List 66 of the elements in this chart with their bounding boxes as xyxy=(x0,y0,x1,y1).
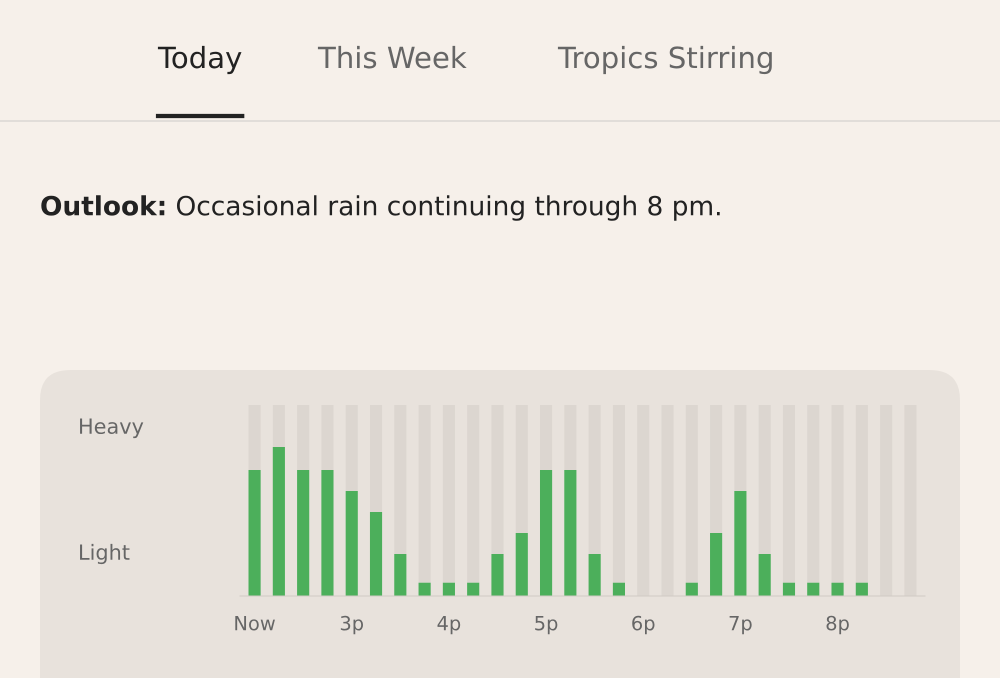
bar xyxy=(734,490,746,596)
bar xyxy=(418,582,431,596)
bar xyxy=(661,405,674,596)
bar xyxy=(540,405,552,470)
x-tick-label: 6p xyxy=(632,616,655,634)
text: Tropics Stirring xyxy=(558,46,772,74)
bar xyxy=(807,582,820,596)
bar xyxy=(346,405,358,491)
chart-subtitle: Occasional rain continuing through 8 pm. xyxy=(176,195,720,221)
bar xyxy=(564,470,576,596)
bar xyxy=(831,582,844,596)
bar xyxy=(272,405,285,448)
bar xyxy=(637,405,650,596)
x-tick-label: 3p xyxy=(340,616,364,634)
bar xyxy=(782,582,796,596)
bar xyxy=(394,405,406,554)
bar xyxy=(491,554,504,596)
bar xyxy=(297,405,310,470)
bar xyxy=(442,582,455,596)
x-tick-label: 7p xyxy=(730,616,752,634)
text: This Week xyxy=(318,46,467,68)
bar xyxy=(856,582,868,596)
bar xyxy=(734,405,746,491)
bar xyxy=(758,554,771,596)
bar xyxy=(856,405,868,583)
bar xyxy=(904,405,916,596)
text: Heavy xyxy=(80,418,144,438)
bar xyxy=(248,405,261,470)
bar xyxy=(394,554,406,596)
x-tick-label: 8p xyxy=(826,616,849,634)
bar xyxy=(758,405,771,554)
bar xyxy=(540,470,552,596)
text: Today xyxy=(158,46,242,74)
text: Light xyxy=(80,544,130,564)
bar xyxy=(248,470,261,596)
bar xyxy=(782,405,796,583)
bar xyxy=(467,405,480,583)
bar xyxy=(686,405,698,583)
bar xyxy=(321,470,334,596)
bar xyxy=(321,405,334,470)
bar xyxy=(491,405,504,554)
bar xyxy=(370,405,382,512)
bar xyxy=(370,512,382,596)
bar xyxy=(831,405,844,583)
x-tick-label: 5p xyxy=(535,616,558,634)
bar xyxy=(442,405,455,583)
x-tick-label: 4p xyxy=(437,616,460,634)
bar xyxy=(418,405,431,583)
bar xyxy=(710,405,722,533)
bar xyxy=(516,405,528,533)
bar xyxy=(297,470,310,596)
bar xyxy=(686,582,698,596)
bar xyxy=(272,447,285,596)
bar xyxy=(880,405,892,596)
bar xyxy=(612,582,626,596)
bar xyxy=(467,582,480,596)
bar xyxy=(612,405,626,583)
bar xyxy=(588,554,601,596)
bar xyxy=(346,490,358,596)
bar xyxy=(564,405,576,470)
bar xyxy=(710,532,722,596)
x-tick-label: Now xyxy=(235,616,275,630)
bar xyxy=(807,405,820,583)
bar xyxy=(516,532,528,596)
chart-title: Outlook: xyxy=(41,195,164,216)
bar xyxy=(588,405,601,554)
